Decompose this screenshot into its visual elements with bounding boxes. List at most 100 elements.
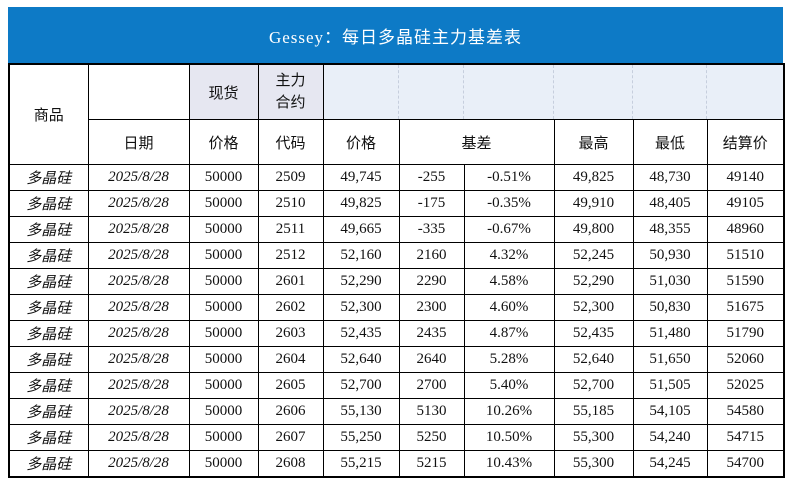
low-cell: 51,030 — [632, 268, 708, 295]
header-commodity: 商品 — [8, 63, 89, 165]
futures-price-cell: 55,250 — [322, 424, 400, 451]
settlement-cell: 54580 — [706, 398, 785, 425]
basis-sheet: Gessey：每日多晶硅主力基差表 商品 现货 主力 合约 — [8, 7, 786, 478]
futures-price-cell: 52,640 — [322, 346, 400, 373]
date-cell: 2025/8/28 — [87, 372, 190, 399]
basis-cell: 2435 — [398, 320, 465, 347]
contract-code-cell: 2509 — [257, 164, 324, 191]
table-row: 多晶硅 2025/8/28 50000 2511 49,665 -335 -0.… — [8, 216, 785, 243]
low-cell: 48,405 — [632, 190, 708, 217]
basis-cell: 2160 — [398, 242, 465, 269]
table-row: 多晶硅 2025/8/28 50000 2602 52,300 2300 4.6… — [8, 294, 785, 321]
basis-pct-cell: 5.40% — [463, 372, 555, 399]
basis-pct-cell: 10.50% — [463, 424, 555, 451]
futures-price-cell: 49,825 — [322, 190, 400, 217]
settlement-cell: 49105 — [706, 190, 785, 217]
header-blue-strip — [322, 63, 785, 120]
commodity-cell: 多晶硅 — [8, 424, 89, 451]
header-low: 最低 — [632, 119, 708, 165]
low-cell: 50,830 — [632, 294, 708, 321]
date-cell: 2025/8/28 — [87, 450, 190, 477]
settlement-cell: 51675 — [706, 294, 785, 321]
high-cell: 52,435 — [553, 320, 634, 347]
contract-code-cell: 2511 — [257, 216, 324, 243]
futures-price-cell: 52,160 — [322, 242, 400, 269]
basis-cell: 5215 — [398, 450, 465, 477]
basis-pct-cell: 4.60% — [463, 294, 555, 321]
header-strip-segments — [324, 65, 784, 119]
settlement-cell: 51790 — [706, 320, 785, 347]
spot-price-cell: 50000 — [188, 164, 259, 191]
basis-cell: 5250 — [398, 424, 465, 451]
basis-cell: 2700 — [398, 372, 465, 399]
table-row: 多晶硅 2025/8/28 50000 2608 55,215 5215 10.… — [8, 450, 785, 477]
spot-price-cell: 50000 — [188, 450, 259, 477]
spot-price-cell: 50000 — [188, 346, 259, 373]
commodity-cell: 多晶硅 — [8, 216, 89, 243]
header-spot-price: 价格 — [188, 119, 259, 165]
basis-cell: -335 — [398, 216, 465, 243]
high-cell: 49,800 — [553, 216, 634, 243]
table-row: 多晶硅 2025/8/28 50000 2607 55,250 5250 10.… — [8, 424, 785, 451]
basis-cell: 5130 — [398, 398, 465, 425]
futures-price-cell: 49,745 — [322, 164, 400, 191]
spot-price-cell: 50000 — [188, 320, 259, 347]
date-cell: 2025/8/28 — [87, 268, 190, 295]
basis-cell: -255 — [398, 164, 465, 191]
low-cell: 51,505 — [632, 372, 708, 399]
contract-code-cell: 2603 — [257, 320, 324, 347]
table-row: 多晶硅 2025/8/28 50000 2509 49,745 -255 -0.… — [8, 164, 785, 191]
settlement-cell: 54715 — [706, 424, 785, 451]
commodity-cell: 多晶硅 — [8, 164, 89, 191]
header-empty-cell — [87, 63, 190, 120]
spot-price-cell: 50000 — [188, 190, 259, 217]
commodity-cell: 多晶硅 — [8, 346, 89, 373]
contract-code-cell: 2601 — [257, 268, 324, 295]
high-cell: 55,300 — [553, 450, 634, 477]
commodity-cell: 多晶硅 — [8, 242, 89, 269]
basis-table: 商品 现货 主力 合约 日期 价格 代码 价格 基 — [8, 63, 786, 478]
settlement-cell: 54700 — [706, 450, 785, 477]
high-cell: 55,185 — [553, 398, 634, 425]
settlement-cell: 51590 — [706, 268, 785, 295]
table-row: 多晶硅 2025/8/28 50000 2601 52,290 2290 4.5… — [8, 268, 785, 295]
low-cell: 54,245 — [632, 450, 708, 477]
basis-pct-cell: 4.32% — [463, 242, 555, 269]
commodity-cell: 多晶硅 — [8, 268, 89, 295]
commodity-cell: 多晶硅 — [8, 398, 89, 425]
basis-pct-cell: 10.26% — [463, 398, 555, 425]
high-cell: 52,245 — [553, 242, 634, 269]
contract-code-cell: 2608 — [257, 450, 324, 477]
high-cell: 49,910 — [553, 190, 634, 217]
date-cell: 2025/8/28 — [87, 346, 190, 373]
settlement-cell: 49140 — [706, 164, 785, 191]
header-basis: 基差 — [398, 119, 555, 165]
contract-code-cell: 2605 — [257, 372, 324, 399]
table-row: 多晶硅 2025/8/28 50000 2606 55,130 5130 10.… — [8, 398, 785, 425]
header-code: 代码 — [257, 119, 324, 165]
header-date: 日期 — [87, 119, 190, 165]
low-cell: 48,355 — [632, 216, 708, 243]
settlement-cell: 51510 — [706, 242, 785, 269]
basis-cell: 2290 — [398, 268, 465, 295]
contract-code-cell: 2604 — [257, 346, 324, 373]
commodity-cell: 多晶硅 — [8, 294, 89, 321]
low-cell: 51,480 — [632, 320, 708, 347]
low-cell: 54,240 — [632, 424, 708, 451]
commodity-cell: 多晶硅 — [8, 450, 89, 477]
header-main-contract-group: 主力 合约 — [257, 63, 324, 120]
low-cell: 48,730 — [632, 164, 708, 191]
contract-code-cell: 2510 — [257, 190, 324, 217]
date-cell: 2025/8/28 — [87, 216, 190, 243]
high-cell: 52,300 — [553, 294, 634, 321]
date-cell: 2025/8/28 — [87, 242, 190, 269]
date-cell: 2025/8/28 — [87, 424, 190, 451]
table-row: 多晶硅 2025/8/28 50000 2604 52,640 2640 5.2… — [8, 346, 785, 373]
futures-price-cell: 52,290 — [322, 268, 400, 295]
basis-pct-cell: 4.87% — [463, 320, 555, 347]
basis-pct-cell: 10.43% — [463, 450, 555, 477]
spot-price-cell: 50000 — [188, 268, 259, 295]
spot-price-cell: 50000 — [188, 424, 259, 451]
table-row: 多晶硅 2025/8/28 50000 2510 49,825 -175 -0.… — [8, 190, 785, 217]
commodity-cell: 多晶硅 — [8, 190, 89, 217]
